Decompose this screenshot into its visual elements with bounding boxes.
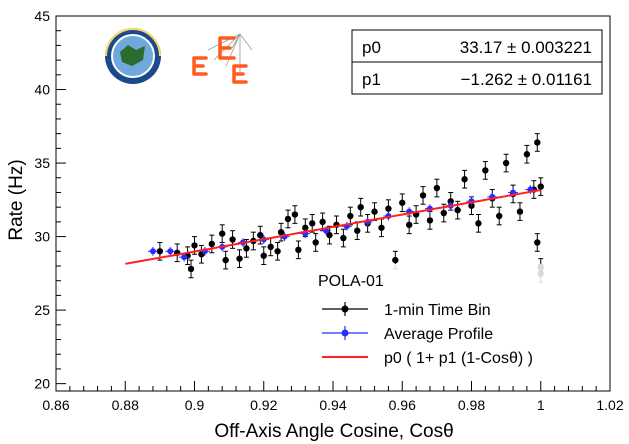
- time-bin-point: [274, 241, 281, 261]
- plot-frame: [55, 15, 611, 392]
- x-axis-label: Off-Axis Angle Cosine, Cosθ: [214, 421, 453, 442]
- y-tick-label: 20: [34, 376, 50, 392]
- y-tick-label: 30: [34, 229, 50, 245]
- legend-item-average-profile: Average Profile: [322, 326, 493, 343]
- x-tick-label: 1: [537, 397, 545, 413]
- time-bin-point: [257, 225, 264, 245]
- fit-p1-value: −1.262 ± 0.01161: [461, 70, 592, 89]
- time-bin-point: [295, 240, 302, 260]
- average-profile-point: [147, 246, 158, 256]
- time-bin-point: [260, 246, 267, 266]
- time-bin-point: [357, 197, 364, 217]
- legend: POLA-01 1-min Time Bin Average Profile p…: [310, 264, 598, 376]
- fit-parameter-box: p0 33.17 ± 0.003221 p1 −1.262 ± 0.01161: [351, 29, 603, 95]
- time-bin-point: [482, 161, 489, 180]
- time-bin-point: [354, 221, 361, 241]
- y-tick-label: 45: [34, 8, 50, 24]
- time-bin-point: [347, 206, 354, 226]
- legend-item-fit: p0 ( 1+ p1 (1-Cosθ) ): [322, 350, 533, 367]
- y-tick-label: 40: [34, 82, 50, 98]
- time-bin-point: [502, 153, 510, 173]
- time-bin-point: [534, 233, 541, 252]
- polarquest-logo: [105, 28, 161, 84]
- time-bin-point: [475, 214, 482, 233]
- time-bin-point: [537, 177, 544, 196]
- time-bin-point: [405, 215, 413, 235]
- time-bin-point: [523, 144, 531, 164]
- legend-label-fit: p0 ( 1+ p1 (1-Cosθ) ): [384, 350, 533, 367]
- time-bin-point: [198, 244, 205, 264]
- legend-item-time-bin: 1-min Time Bin: [322, 302, 491, 319]
- fit-p1-name: p1: [362, 70, 381, 89]
- legend-marker-average-profile: [341, 329, 349, 337]
- time-bin-point: [419, 186, 427, 205]
- time-bin-point: [371, 202, 378, 221]
- x-tick-label: 0.86: [42, 397, 69, 413]
- y-tick-label: 25: [34, 302, 50, 318]
- time-bin-point: [187, 259, 195, 279]
- fit-p0-value: 33.17 ± 0.003221: [460, 38, 592, 57]
- time-bin-point: [291, 205, 299, 224]
- x-tick-label: 0.88: [112, 397, 139, 413]
- time-bin-point: [222, 250, 229, 270]
- time-bin-point: [461, 169, 468, 189]
- x-tick-label: 0.9: [185, 397, 205, 413]
- time-bin-point: [312, 233, 319, 252]
- y-tick-label: 35: [34, 155, 50, 171]
- time-bin-point: [277, 222, 285, 242]
- time-bin-point: [173, 243, 181, 263]
- time-bin-point: [309, 214, 316, 233]
- experiment-logo: [192, 33, 253, 84]
- legend-label-average-profile: Average Profile: [384, 326, 493, 343]
- x-tick-label: 0.94: [319, 397, 346, 413]
- fit-p0-name: p0: [362, 38, 381, 57]
- x-tick-label: 0.96: [389, 397, 416, 413]
- time-bin-point: [426, 211, 434, 230]
- time-bin-point: [534, 133, 541, 152]
- time-bin-point: [267, 237, 274, 257]
- x-tick-label: 0.98: [458, 397, 485, 413]
- legend-header: POLA-01: [318, 273, 384, 290]
- y-axis-label: Rate (Hz): [6, 159, 27, 240]
- time-bin-point: [496, 206, 503, 226]
- legend-label-time-bin: 1-min Time Bin: [384, 302, 491, 319]
- legend-marker-time-bin: [341, 305, 349, 313]
- time-bin-point: [219, 224, 226, 243]
- x-tick-label: 0.92: [250, 397, 277, 413]
- time-bin-point: [340, 228, 347, 248]
- time-bin-point: [236, 249, 243, 268]
- average-profile-point: [165, 246, 176, 256]
- time-bin-point: [326, 225, 333, 245]
- time-bin-point: [516, 202, 524, 221]
- time-bin-point: [208, 234, 216, 254]
- time-bin-point: [433, 178, 441, 198]
- fit-line: [125, 189, 541, 265]
- x-tick-label: 1.02: [596, 397, 623, 413]
- time-bin-point: [333, 215, 340, 235]
- time-bin-point: [378, 218, 385, 238]
- time-bin-point: [399, 193, 406, 213]
- time-bin-point: [412, 205, 420, 224]
- time-bin-point: [284, 209, 292, 229]
